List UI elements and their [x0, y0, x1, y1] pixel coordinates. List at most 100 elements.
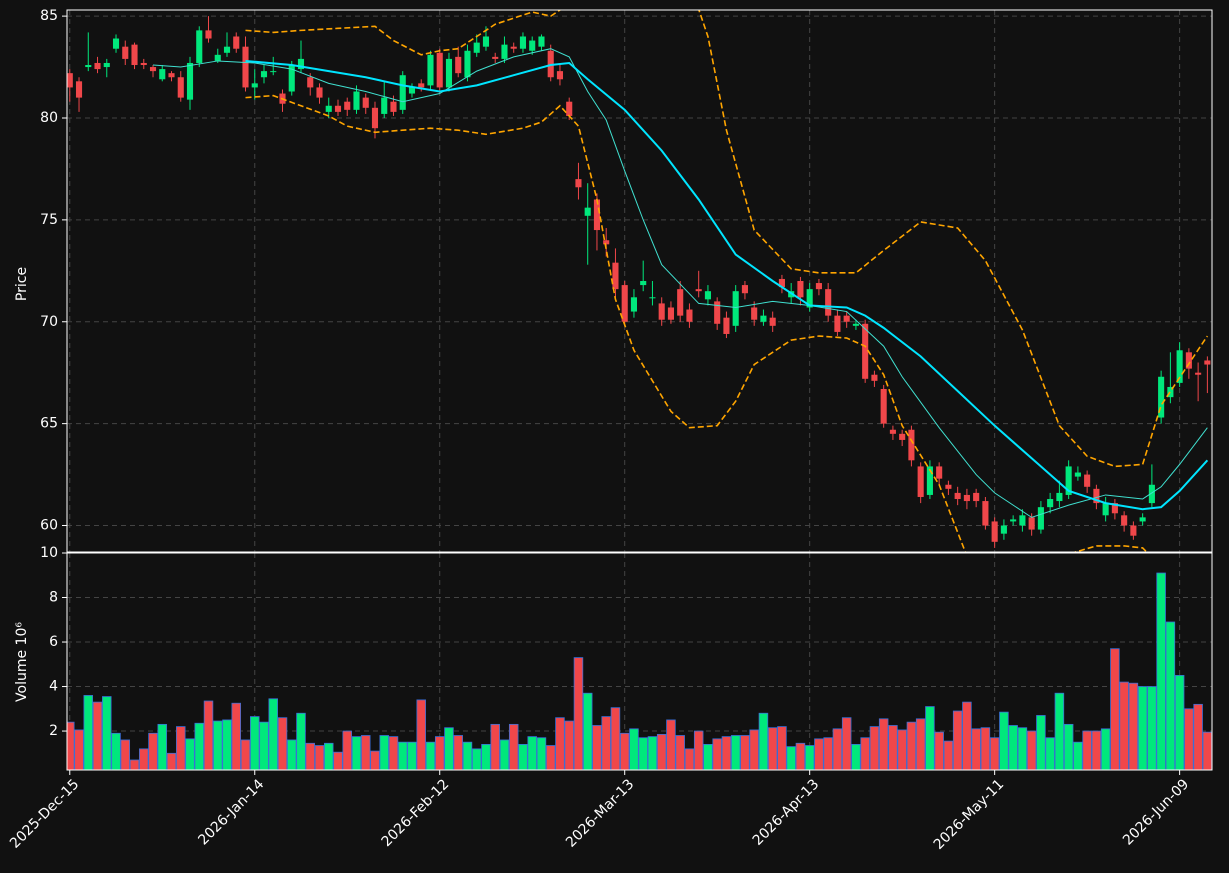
candle-body [501, 44, 508, 59]
candle-body [186, 62, 194, 100]
overlays [152, 10, 1209, 552]
candle-body [353, 91, 360, 110]
candle-body [815, 283, 822, 290]
candle-body [519, 36, 527, 49]
volume-bar [1017, 727, 1028, 770]
candle-body [1010, 519, 1017, 522]
volume-bar [388, 736, 399, 770]
volume-bar [730, 735, 741, 770]
candle-body [260, 71, 268, 78]
candle-body [908, 429, 915, 461]
candle-body [371, 107, 379, 129]
candle-body [464, 50, 471, 78]
volume-bar [1063, 723, 1074, 770]
volume-bar [804, 745, 815, 770]
candle-body [492, 56, 499, 59]
volume-bar [305, 742, 315, 770]
candle-body [778, 278, 785, 288]
volume-bar [240, 739, 251, 770]
candle-body [556, 71, 564, 80]
candle-body [67, 73, 73, 88]
candle-body [806, 289, 813, 308]
candle-body [741, 285, 748, 294]
candle-body [390, 101, 397, 112]
volume-bar [1045, 737, 1055, 770]
volume-bar [962, 701, 972, 770]
candle-body [834, 315, 841, 332]
candle-body [177, 77, 184, 98]
candle-body [316, 87, 323, 98]
candle-body [75, 81, 83, 98]
y-tick-label: 80 [40, 110, 58, 126]
candle-body [529, 40, 536, 51]
candle-body [1204, 360, 1211, 365]
candle-body [223, 46, 231, 53]
volume-bar [444, 727, 454, 770]
volume-bar [342, 730, 352, 770]
candle-body [677, 289, 684, 316]
candle-body [159, 69, 166, 80]
volume-bar [139, 748, 149, 770]
candle-body [1130, 525, 1137, 536]
volume-bar [203, 700, 214, 770]
candle-body [242, 46, 249, 88]
volume-bar [1008, 725, 1018, 770]
candle-body [797, 281, 804, 298]
candle-body [667, 307, 674, 320]
candle-body [1176, 350, 1183, 383]
volume-bar [703, 744, 713, 770]
candle-body [945, 484, 952, 489]
candle-body [251, 83, 258, 88]
candle-body [1139, 517, 1146, 522]
y-tick-label: 75 [40, 212, 58, 228]
volume-bar [555, 717, 565, 770]
volume-bar [860, 737, 870, 770]
candle-body [1084, 474, 1091, 487]
candle-body [1028, 517, 1035, 530]
volume-bar [1036, 715, 1046, 770]
candle-body [936, 466, 943, 479]
volume-bar [647, 736, 658, 770]
volume-bar [1082, 730, 1092, 770]
volume-bar [425, 741, 436, 770]
candle-body [991, 521, 998, 542]
volume-bar [111, 732, 121, 770]
volume-bar [333, 751, 343, 770]
candle-body [658, 303, 665, 320]
volume-bar [67, 721, 75, 770]
candle-body [825, 289, 832, 316]
volume-bar [222, 719, 232, 770]
volume-bar [601, 716, 611, 770]
volume-bar [120, 739, 131, 770]
candle-body [871, 374, 878, 381]
candle-body [889, 429, 896, 434]
candle-body [334, 105, 342, 112]
candle-body [695, 289, 702, 292]
volume-bar [823, 737, 833, 770]
candle-body [168, 73, 175, 78]
volume-bar [767, 727, 778, 770]
y-axis-label: Price [14, 267, 30, 301]
candle-body [963, 494, 970, 502]
candle-body [297, 58, 305, 70]
candle-body [973, 492, 980, 502]
candle-body [1148, 484, 1155, 504]
volume-bar [878, 718, 889, 770]
volume-bar [148, 732, 158, 770]
candle-body [575, 179, 582, 188]
candle-body [880, 388, 887, 424]
volume-panel [67, 572, 1212, 770]
volume-bar [92, 701, 103, 770]
volume-bar [83, 695, 94, 770]
y-tick-label: 6 [49, 634, 58, 650]
candle-body [1056, 492, 1063, 502]
candle-body [408, 87, 416, 94]
volume-bar [675, 735, 685, 770]
candle-body [381, 97, 388, 114]
candle-body [214, 54, 221, 61]
candle-body [547, 50, 554, 78]
volume-bar [638, 737, 648, 770]
volume-bar [1202, 731, 1212, 770]
volume-bar [934, 731, 944, 770]
volume-bar [832, 728, 843, 770]
